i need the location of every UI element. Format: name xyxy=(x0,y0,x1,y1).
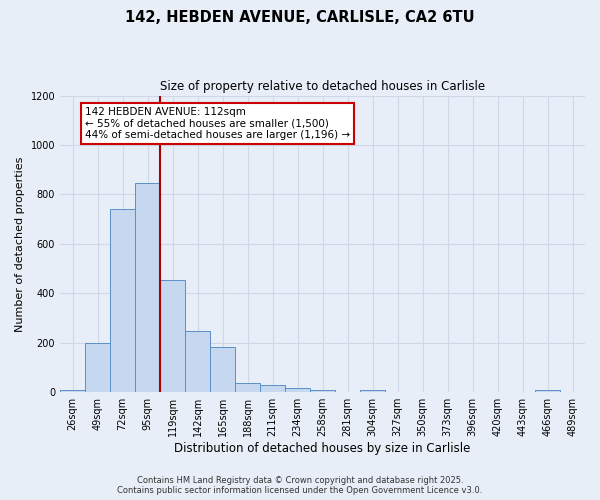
Bar xyxy=(285,388,310,392)
Y-axis label: Number of detached properties: Number of detached properties xyxy=(15,156,25,332)
Title: Size of property relative to detached houses in Carlisle: Size of property relative to detached ho… xyxy=(160,80,485,93)
Bar xyxy=(235,383,260,392)
Bar xyxy=(260,386,285,392)
Bar xyxy=(210,347,235,392)
Bar xyxy=(135,184,160,392)
Bar xyxy=(85,343,110,392)
Bar xyxy=(360,390,385,392)
Text: 142, HEBDEN AVENUE, CARLISLE, CA2 6TU: 142, HEBDEN AVENUE, CARLISLE, CA2 6TU xyxy=(125,10,475,25)
Bar xyxy=(60,390,85,392)
Text: 142 HEBDEN AVENUE: 112sqm
← 55% of detached houses are smaller (1,500)
44% of se: 142 HEBDEN AVENUE: 112sqm ← 55% of detac… xyxy=(85,106,350,140)
Bar xyxy=(110,210,135,392)
Bar xyxy=(535,390,560,392)
Bar xyxy=(310,390,335,392)
Text: Contains HM Land Registry data © Crown copyright and database right 2025.
Contai: Contains HM Land Registry data © Crown c… xyxy=(118,476,482,495)
Bar xyxy=(160,280,185,392)
X-axis label: Distribution of detached houses by size in Carlisle: Distribution of detached houses by size … xyxy=(175,442,471,455)
Bar xyxy=(185,331,210,392)
